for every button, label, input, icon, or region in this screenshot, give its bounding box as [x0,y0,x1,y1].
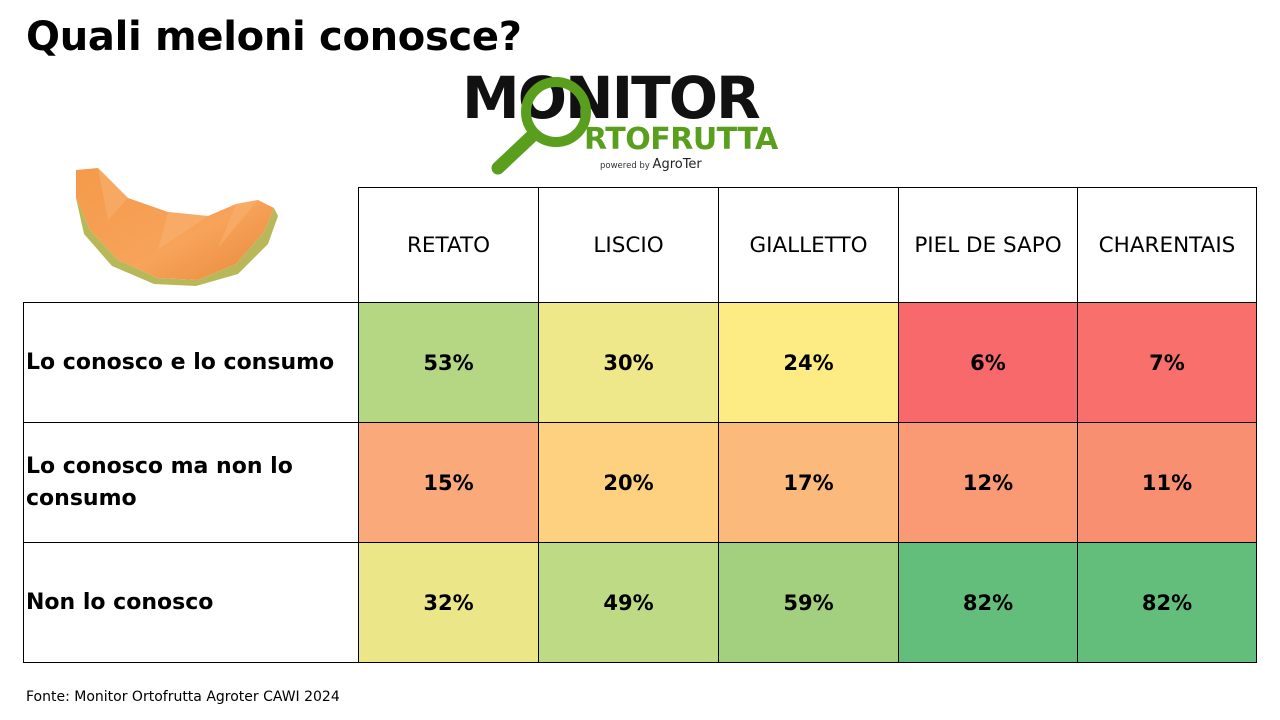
table-cell: 82% [1077,542,1257,663]
row-label-non-consumo: Lo conosco ma non lo consumo [23,422,359,543]
table-cell: 7% [1077,302,1257,423]
column-header-retato: RETATO [358,187,539,303]
melon-slice-icon [76,168,278,286]
table-cell: 12% [898,422,1078,543]
table-cell: 15% [358,422,539,543]
table-cell: 24% [718,302,899,423]
table-cell: 32% [358,542,539,663]
page-title: Quali meloni conosce? [26,14,522,60]
monitor-ortofrutta-logo: MONITOR RTOFRUTTA powered by AgroTer [462,68,807,178]
agroter-brand: AgroTer [652,157,702,172]
source-note: Fonte: Monitor Ortofrutta Agroter CAWI 2… [26,689,340,705]
column-header-liscio: LISCIO [538,187,719,303]
column-header-piel-de-sapo: PIEL DE SAPO [898,187,1078,303]
table-cell: 53% [358,302,539,423]
table-cell: 20% [538,422,719,543]
column-header-gialletto: GIALLETTO [718,187,899,303]
table-cell: 30% [538,302,719,423]
table-cell: 82% [898,542,1078,663]
table-cell: 6% [898,302,1078,423]
table-cell: 59% [718,542,899,663]
logo-ortofrutta-text: RTOFRUTTA [584,122,778,157]
table-cell: 17% [718,422,899,543]
magnifier-icon [491,77,591,175]
table-cell: 11% [1077,422,1257,543]
logo-powered-by: powered by AgroTer [600,157,702,172]
row-label-non-conosco: Non lo conosco [23,542,359,663]
column-header-charentais: CHARENTAIS [1077,187,1257,303]
table-cell: 49% [538,542,719,663]
logo-monitor-text: MONITOR [462,64,761,132]
powered-by-text: powered by [600,161,650,171]
row-label-consumo: Lo conosco e lo consumo [23,302,359,423]
